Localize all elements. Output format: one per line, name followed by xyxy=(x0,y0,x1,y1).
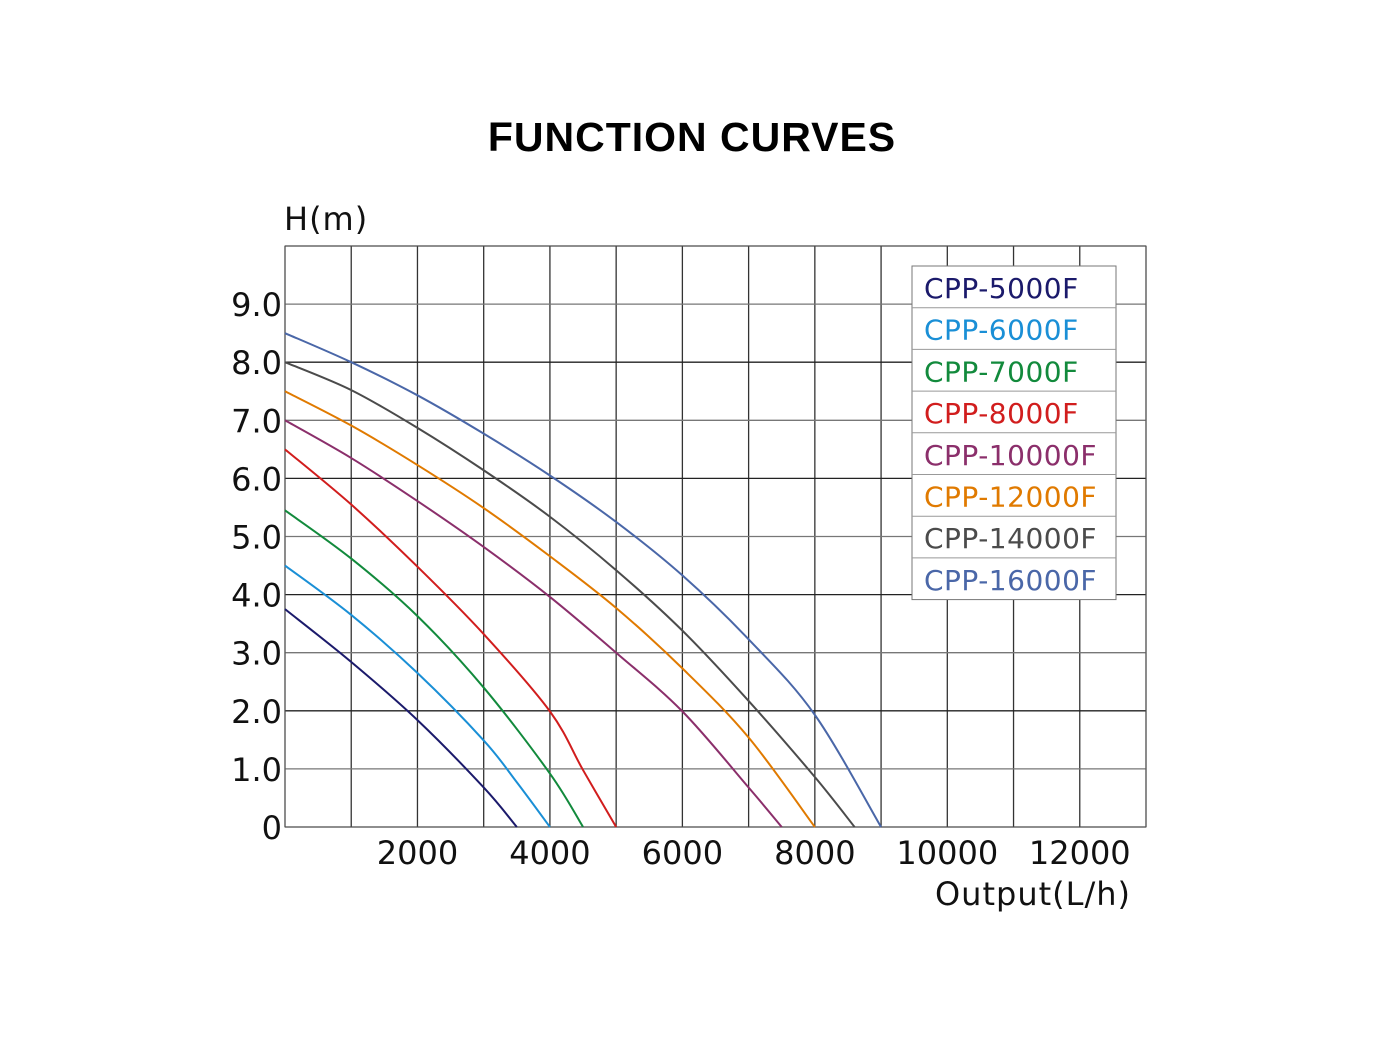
series-line-cpp-6000f xyxy=(284,564,551,828)
legend-entry: CPP-12000F xyxy=(924,481,1097,514)
y-tick-label: 8.0 xyxy=(231,344,282,382)
y-tick-label: 6.0 xyxy=(231,460,282,498)
x-tick-label: 4000 xyxy=(509,834,590,872)
legend-entry: CPP-10000F xyxy=(924,439,1097,472)
legend-entry: CPP-16000F xyxy=(924,564,1097,597)
series-line-cpp-10000f xyxy=(284,419,783,828)
y-tick-label: 2.0 xyxy=(231,693,282,731)
x-tick-label: 8000 xyxy=(774,834,855,872)
y-tick-label: 0 xyxy=(262,809,282,847)
plot-border xyxy=(284,245,1147,828)
x-tick-label: 12000 xyxy=(1029,834,1131,872)
chart-title: FUNCTION CURVES xyxy=(487,114,897,160)
legend-entry: CPP-7000F xyxy=(924,355,1079,388)
y-tick-label: 5.0 xyxy=(231,519,282,557)
y-tick-label: 1.0 xyxy=(231,751,282,789)
series-line-cpp-16000f xyxy=(284,332,882,828)
x-tick-label: 10000 xyxy=(896,834,998,872)
series-line-cpp-5000f xyxy=(284,608,518,828)
series-line-cpp-7000f xyxy=(284,509,584,828)
series-line-cpp-12000f xyxy=(284,390,816,828)
legend-entry: CPP-6000F xyxy=(924,314,1079,347)
legend-entry: CPP-5000F xyxy=(924,272,1079,305)
x-axis-label: Output(L/h) xyxy=(935,875,1131,913)
x-tick-label: 6000 xyxy=(642,834,723,872)
legend-entry: CPP-14000F xyxy=(924,522,1097,555)
legend-entry: CPP-8000F xyxy=(924,397,1079,430)
y-axis-label: H(m) xyxy=(284,200,368,238)
y-tick-label: 9.0 xyxy=(231,286,282,324)
x-tick-label: 2000 xyxy=(377,834,458,872)
y-tick-label: 3.0 xyxy=(231,635,282,673)
series-line-cpp-8000f xyxy=(284,448,618,828)
series-line-cpp-14000f xyxy=(284,361,856,828)
y-tick-label: 4.0 xyxy=(231,577,282,615)
y-tick-label: 7.0 xyxy=(231,402,282,440)
